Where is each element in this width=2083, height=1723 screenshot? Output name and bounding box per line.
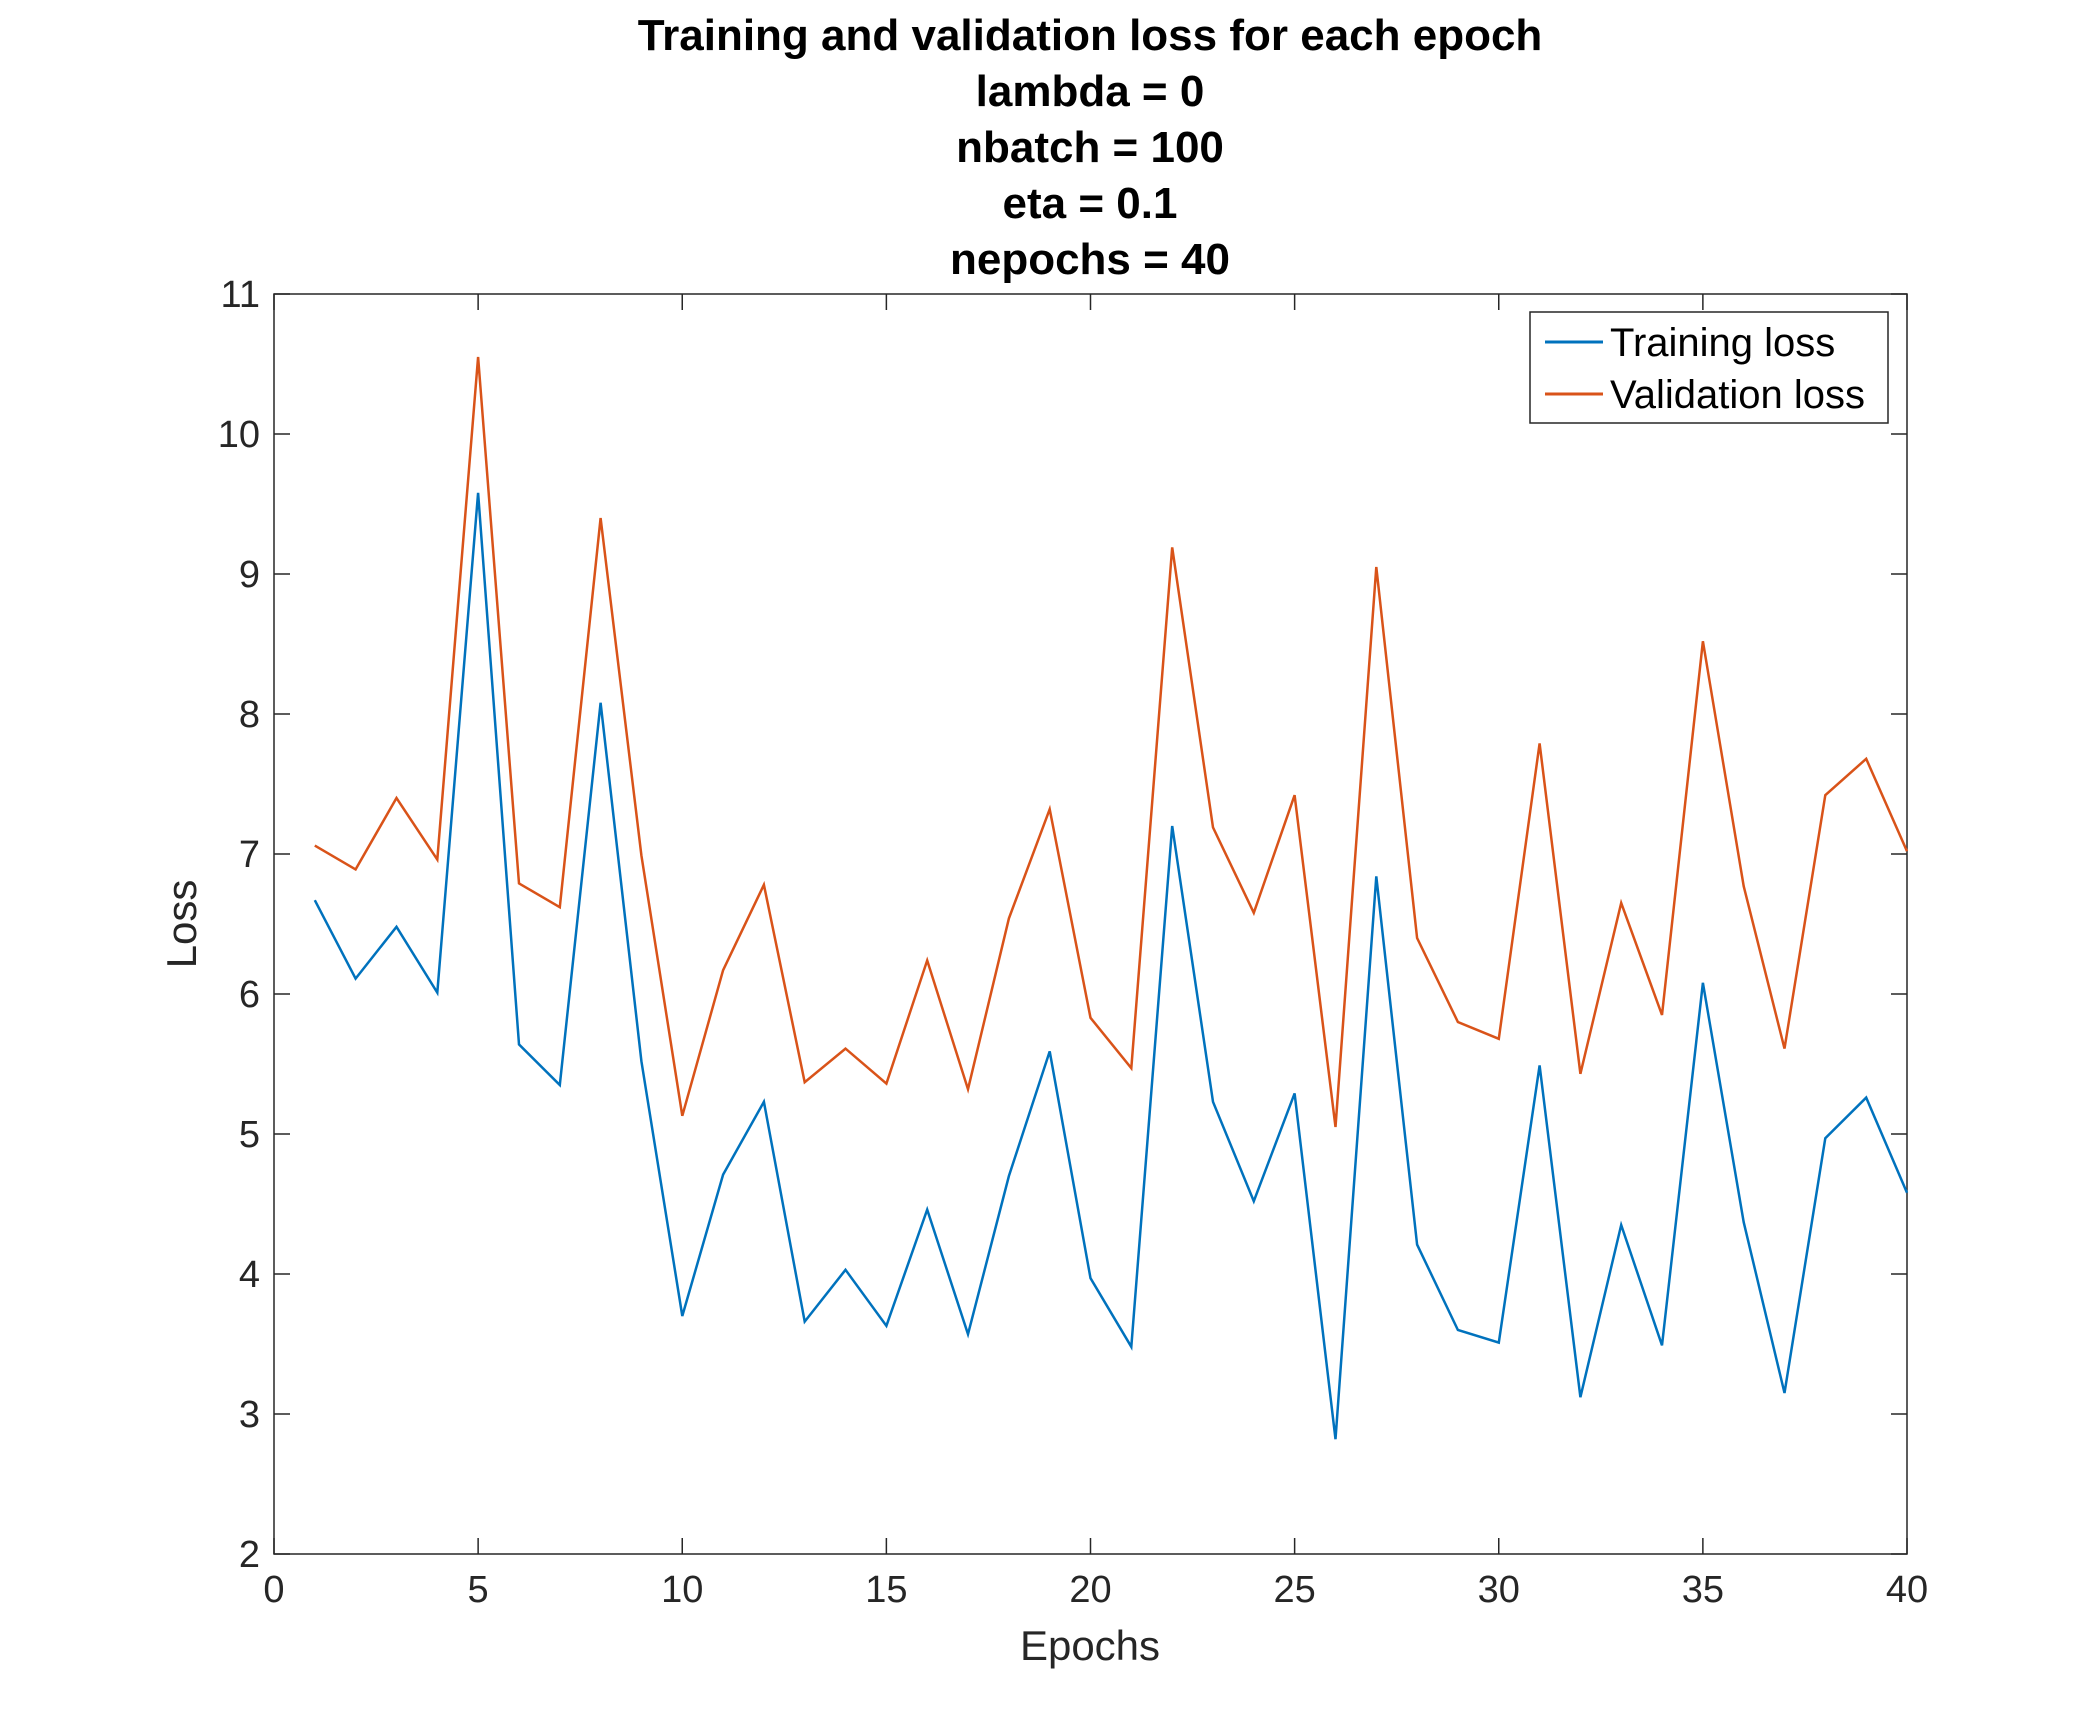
title-line: eta = 0.1 [1003,179,1178,228]
legend-label-training: Training loss [1610,321,1835,365]
y-tick-label: 5 [239,1114,260,1156]
x-tick-label: 40 [1886,1569,1928,1611]
chart-title: Training and validation loss for each ep… [638,11,1543,284]
legend-label-validation: Validation loss [1610,373,1865,417]
title-line: lambda = 0 [976,67,1205,116]
y-tick-label: 11 [221,274,260,316]
title-line: nbatch = 100 [956,123,1224,172]
x-axis-label: Epochs [1020,1622,1160,1669]
y-tick-label: 2 [239,1534,260,1576]
x-tick-label: 0 [263,1569,284,1611]
y-tick-label: 8 [239,694,260,736]
y-tick-label: 6 [239,974,260,1016]
series-lines [313,356,1909,1440]
plot-area [273,293,1908,1555]
y-tick-label: 7 [239,834,260,876]
y-tick-label: 10 [218,414,260,456]
legend: Training loss Validation loss [1529,311,1889,424]
x-tick-label: 5 [468,1569,489,1611]
y-tick-label: 3 [239,1394,260,1436]
validation-loss-line [314,356,1909,1128]
y-tick-label: 4 [239,1254,260,1296]
x-tick-label: 30 [1478,1569,1520,1611]
x-tick-label: 15 [865,1569,907,1611]
axis-ticks: 0 5 10 15 20 25 30 35 40 2 3 4 5 6 7 8 9 10 11 [218,274,1928,1611]
x-tick-label: 35 [1682,1569,1724,1611]
title-line: Training and validation loss for each ep… [638,11,1543,60]
training-loss-line [313,492,1909,1440]
y-tick-label: 9 [239,554,260,596]
x-tick-label: 20 [1069,1569,1111,1611]
title-line: nepochs = 40 [950,235,1230,284]
y-axis-label: Loss [158,880,205,969]
x-tick-label: 25 [1273,1569,1315,1611]
legend-box [1529,311,1889,424]
x-tick-label: 10 [661,1569,703,1611]
